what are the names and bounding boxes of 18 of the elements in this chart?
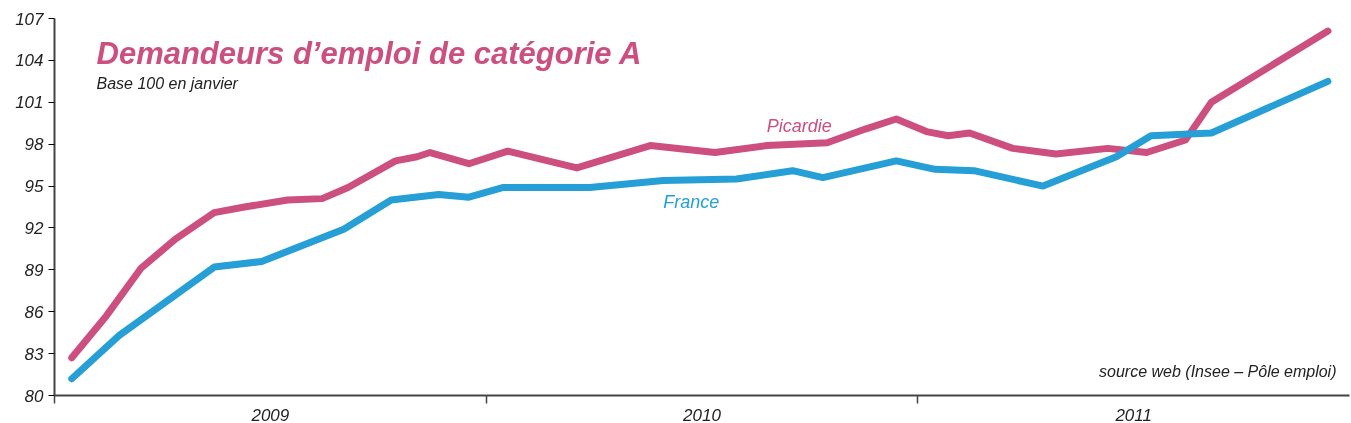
x-tick-label: 2009	[250, 405, 290, 423]
y-tick-label: 98	[24, 135, 45, 155]
y-tick-label: 80	[24, 386, 45, 406]
y-tick-label: 101	[15, 93, 44, 113]
y-tick-label: 95	[24, 177, 45, 197]
annotation: source web (Insee – Pôle emploi)	[1099, 363, 1337, 380]
y-tick-label: 104	[15, 51, 44, 71]
y-tick-label: 92	[24, 218, 45, 238]
y-tick-label: 89	[24, 260, 45, 280]
series-label: Picardie	[766, 115, 832, 136]
y-tick-label: 107	[15, 9, 45, 29]
y-tick-label: 86	[24, 302, 45, 322]
x-tick-label: 2010	[682, 405, 722, 423]
x-tick-label: 2011	[1114, 405, 1152, 423]
text: Base 100 en janvier	[96, 75, 239, 92]
y-tick-label: 83	[24, 344, 45, 364]
text: Demandeurs d’emploi de catégorie A	[96, 36, 642, 71]
series-label: France	[663, 192, 720, 213]
